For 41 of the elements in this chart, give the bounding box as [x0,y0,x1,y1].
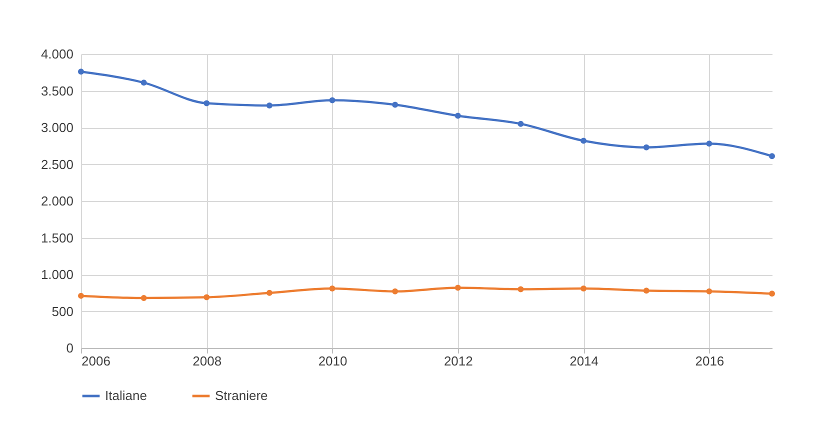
x-tick-label: 2016 [695,354,724,368]
y-tick-label: 4.000 [40,46,74,62]
point [266,290,272,296]
x-tick-label: 2008 [192,354,222,368]
point [392,288,398,294]
y-tick-label: 500 [52,304,74,319]
point [266,102,272,108]
y-tick-label: 3.000 [40,120,74,135]
point [204,294,210,300]
point [643,144,650,150]
x-tick-label: 2010 [318,354,348,368]
y-tick-label: 0 [66,340,74,356]
point [329,285,336,292]
point [329,97,336,104]
point [518,286,524,292]
point [643,288,650,294]
point [769,153,775,160]
point [140,295,147,302]
point [454,112,461,119]
y-tick-label: 2.000 [40,194,74,208]
point [706,288,712,294]
y-tick-label: 2.500 [40,156,74,172]
x-tick-label: 2006 [82,354,110,368]
point [392,102,398,108]
legend-label: Straniere [215,388,268,403]
point [78,292,84,299]
y-tick-label: 3.500 [40,83,74,98]
point [580,285,587,292]
x-tick-label: 2012 [444,354,473,368]
point [140,80,147,86]
point [78,68,84,75]
y-tick-label: 1.000 [40,267,74,282]
y-tick-label: 1.500 [40,230,74,246]
point [769,290,775,297]
point [706,140,712,147]
point [204,100,210,106]
point [580,138,587,144]
x-tick-label: 2014 [570,354,599,368]
point [518,120,524,127]
point [454,284,461,291]
legend-label: Italiane [105,388,147,403]
